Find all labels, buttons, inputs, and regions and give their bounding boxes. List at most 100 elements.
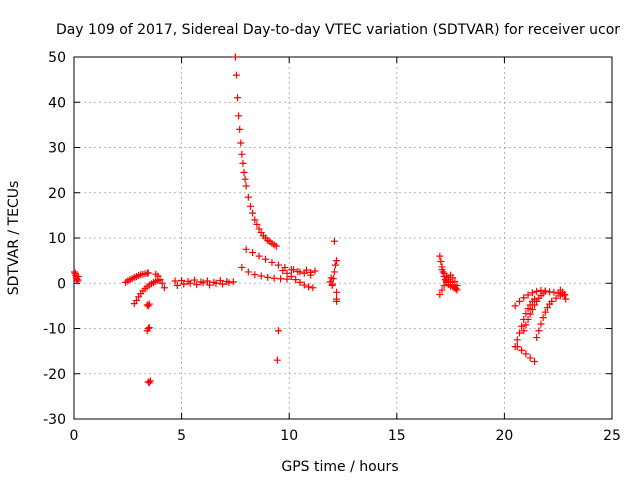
data-point <box>452 285 460 293</box>
data-point <box>255 252 263 260</box>
series-t1 <box>122 269 152 286</box>
data-point <box>270 274 278 282</box>
data-point <box>238 263 246 271</box>
data-point <box>71 269 79 277</box>
y-tick-label: 30 <box>48 141 66 157</box>
data-point <box>302 266 310 274</box>
data-point <box>550 288 558 296</box>
data-point <box>283 275 291 283</box>
data-point <box>173 282 181 290</box>
data-point <box>330 268 338 276</box>
data-point <box>191 276 199 284</box>
data-point <box>154 272 162 280</box>
x-tick-label: 20 <box>495 428 513 444</box>
series-t25 <box>520 287 549 335</box>
data-point <box>273 356 281 364</box>
data-point <box>537 320 545 328</box>
data-point <box>292 276 300 284</box>
data-point <box>283 269 291 277</box>
y-tick-label: -30 <box>43 412 66 428</box>
data-point <box>296 278 304 286</box>
series-t2 <box>130 277 162 308</box>
data-point <box>524 305 532 313</box>
series-t14 <box>328 257 341 305</box>
data-point <box>520 294 528 302</box>
series-t19 <box>436 252 460 293</box>
data-point <box>144 269 152 277</box>
data-point <box>528 289 536 297</box>
data-point <box>328 280 336 288</box>
data-point <box>249 209 257 217</box>
data-point <box>244 193 252 201</box>
data-point <box>561 291 569 299</box>
data-point <box>171 277 179 285</box>
data-point <box>511 302 519 310</box>
data-point <box>145 379 153 387</box>
data-point <box>229 278 237 286</box>
data-point <box>206 281 214 289</box>
data-point <box>246 202 254 210</box>
series-t23 <box>511 295 539 351</box>
y-tick-label: -10 <box>43 322 66 338</box>
data-point <box>451 277 459 285</box>
data-point <box>438 286 446 294</box>
data-point <box>515 329 523 337</box>
data-point <box>199 279 207 287</box>
data-point <box>274 327 282 335</box>
data-point <box>216 277 224 285</box>
data-point <box>272 242 280 250</box>
data-point <box>144 302 152 310</box>
series-t13 <box>290 266 319 276</box>
data-points <box>70 53 570 387</box>
series-t24 <box>513 343 539 366</box>
data-point <box>249 248 257 256</box>
data-point <box>518 346 526 354</box>
data-point <box>526 310 534 318</box>
data-point <box>438 266 446 274</box>
data-point <box>453 286 461 294</box>
axis-ticks <box>73 56 613 420</box>
series-t8 <box>173 279 233 290</box>
data-point <box>132 296 140 304</box>
data-point <box>244 268 252 276</box>
series-t11 <box>238 263 291 283</box>
data-point <box>241 175 249 183</box>
data-point <box>242 245 250 253</box>
data-point <box>158 279 166 287</box>
series-t18 <box>273 356 281 364</box>
data-point <box>186 279 194 287</box>
data-point <box>146 377 154 385</box>
data-point <box>160 284 168 292</box>
y-tick-label: 20 <box>48 186 66 202</box>
data-point <box>522 321 530 329</box>
data-point <box>539 314 547 322</box>
data-point <box>257 272 265 280</box>
data-point <box>333 297 341 305</box>
data-point <box>437 258 445 266</box>
data-point <box>238 150 246 158</box>
data-point <box>300 281 308 289</box>
series-t9 <box>231 53 280 250</box>
data-point <box>70 268 78 276</box>
data-point <box>311 267 319 275</box>
data-point <box>251 271 259 279</box>
data-point <box>526 354 534 362</box>
data-point <box>305 283 313 291</box>
data-point <box>330 237 338 245</box>
data-point <box>156 276 164 284</box>
data-point <box>253 220 261 228</box>
y-tick-labels: -30 -20 -10 0 10 20 30 40 50 <box>43 50 66 428</box>
data-point <box>193 281 201 289</box>
data-point <box>541 287 549 295</box>
data-point <box>218 280 226 288</box>
data-point <box>231 53 239 61</box>
data-point <box>524 315 532 323</box>
data-point <box>531 301 539 309</box>
data-point <box>180 280 188 288</box>
series-t27 <box>556 286 570 303</box>
series-t12 <box>279 267 317 292</box>
data-point <box>513 343 521 351</box>
data-point <box>533 334 541 342</box>
data-point <box>239 159 247 167</box>
data-point <box>440 282 448 290</box>
